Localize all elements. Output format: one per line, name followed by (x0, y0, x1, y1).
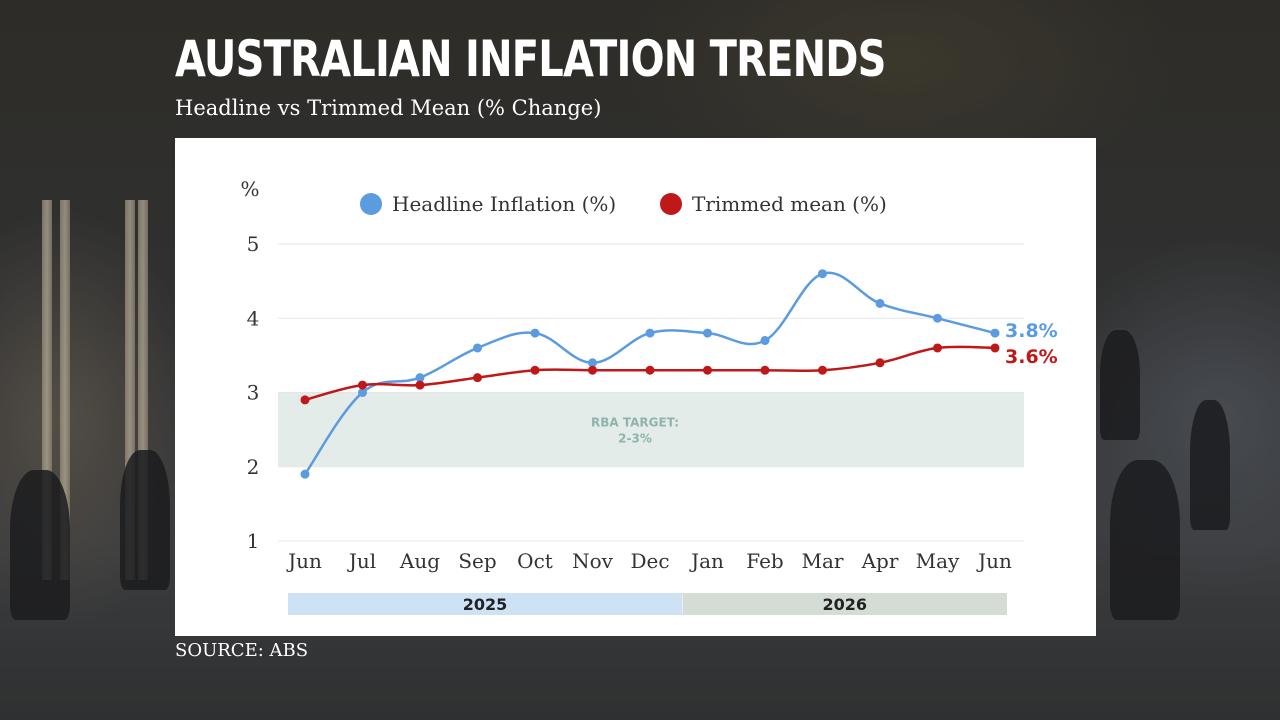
year-band-2025 (288, 593, 682, 615)
page-subtitle: Headline vs Trimmed Mean (% Change) (175, 96, 602, 120)
trimmed-mean-point (588, 365, 597, 375)
x-tick-label: Nov (572, 549, 614, 573)
x-tick-label: Aug (399, 549, 440, 573)
x-tick-label: Feb (746, 549, 783, 573)
year-band-2026 (682, 593, 1007, 615)
trimmed-mean-point (990, 343, 1000, 353)
headline-point (933, 313, 942, 323)
trimmed-mean-point (703, 365, 712, 375)
x-tick-label: Mar (802, 549, 844, 573)
y-tick-label: 4 (247, 306, 260, 330)
x-tick-label: May (916, 549, 960, 573)
headline-point (415, 373, 425, 383)
trimmed-mean-point (300, 395, 310, 405)
trimmed-mean-point (473, 373, 482, 383)
headline-point (645, 328, 655, 338)
trimmed-mean-point (415, 380, 425, 390)
legend-trimmed-mean-marker (660, 193, 682, 215)
headline-point (300, 469, 310, 479)
y-axis-unit: % (240, 177, 259, 201)
rba-target-label: RBA TARGET: (591, 416, 679, 430)
inflation-line-chart: RBA TARGET: 2-3% 1 2 3 4 5% Jun Jul Aug Sep Oct Nov D… (240, 177, 1058, 615)
y-tick-label: 1 (247, 529, 260, 553)
trimmed-mean-point (645, 365, 655, 375)
trimmed-mean-point (818, 365, 827, 375)
page-title: AUSTRALIAN INFLATION TRENDS (175, 30, 886, 88)
x-tick-label: Jun (976, 549, 1012, 573)
x-tick-label: Dec (630, 549, 669, 573)
x-tick-label: Jun (286, 549, 322, 573)
trimmed-mean-end-label: 3.6% (1005, 346, 1058, 368)
y-tick-label: 3 (247, 381, 260, 405)
headline-point (703, 328, 712, 338)
y-tick-label: 5 (247, 232, 260, 256)
headline-point (818, 269, 827, 279)
chart-panel: RBA TARGET: 2-3% 1 2 3 4 5% Jun Jul Aug Sep Oct Nov D… (175, 138, 1096, 636)
legend-headline-label: Headline Inflation (%) (392, 192, 616, 216)
headline-point (760, 336, 770, 346)
headline-point (473, 343, 482, 353)
year-band-label: 2026 (822, 595, 867, 614)
trimmed-mean-point (358, 380, 367, 390)
legend-headline-marker (360, 193, 382, 215)
rba-target-band (278, 392, 1024, 467)
x-tick-label: Apr (861, 549, 899, 573)
headline-point (358, 388, 367, 397)
headline-point (530, 328, 540, 338)
x-tick-label: Jan (689, 549, 724, 573)
x-tick-label: Sep (458, 549, 496, 573)
x-tick-label: Oct (517, 549, 553, 573)
rba-target-range: 2-3% (618, 432, 652, 446)
headline-point (588, 358, 597, 368)
trimmed-mean-point (760, 365, 770, 375)
trimmed-mean-point (530, 365, 540, 375)
x-tick-label: Jul (347, 549, 376, 573)
headline-point (990, 328, 1000, 338)
legend-trimmed-mean-label: Trimmed mean (%) (692, 192, 887, 216)
y-tick-label: 2 (247, 455, 260, 479)
year-band-label: 2025 (463, 595, 508, 614)
source-note: SOURCE: ABS (175, 640, 309, 661)
headline-point (875, 298, 885, 308)
headline-end-label: 3.8% (1005, 320, 1058, 342)
trimmed-mean-point (933, 343, 942, 353)
trimmed-mean-point (875, 358, 885, 368)
